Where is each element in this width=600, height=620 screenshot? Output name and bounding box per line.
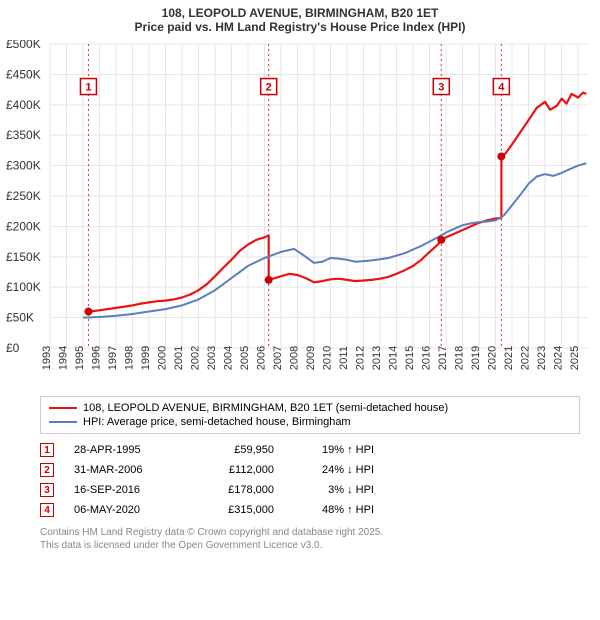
svg-text:1995: 1995 — [74, 346, 86, 370]
svg-text:£150K: £150K — [6, 250, 41, 264]
footnote: Contains HM Land Registry data © Crown c… — [40, 526, 580, 552]
sales-table: 1 28-APR-1995 £59,950 19% ↑ HPI 2 31-MAR-2006… — [40, 440, 580, 520]
svg-text:2011: 2011 — [338, 346, 350, 370]
svg-text:2018: 2018 — [454, 346, 466, 370]
svg-text:2021: 2021 — [503, 346, 515, 370]
svg-text:1996: 1996 — [91, 346, 103, 370]
svg-text:2012: 2012 — [355, 346, 367, 370]
legend-label: HPI: Average price, semi-detached house,… — [83, 416, 351, 428]
svg-text:2015: 2015 — [404, 346, 416, 370]
svg-text:2016: 2016 — [421, 346, 433, 370]
svg-text:£200K: £200K — [6, 219, 41, 233]
svg-text:£0: £0 — [6, 341, 20, 355]
title-block: 108, LEOPOLD AVENUE, BIRMINGHAM, B20 1ET… — [0, 0, 600, 36]
svg-text:2025: 2025 — [569, 346, 581, 370]
svg-text:2005: 2005 — [239, 346, 251, 370]
sale-diff: 24% ↓ HPI — [294, 464, 374, 476]
sale-marker-box: 1 — [40, 443, 54, 457]
svg-text:1994: 1994 — [58, 346, 70, 370]
svg-text:2006: 2006 — [256, 346, 268, 370]
svg-text:£450K: £450K — [6, 67, 41, 81]
svg-text:1999: 1999 — [140, 346, 152, 370]
sale-date: 06-MAY-2020 — [74, 504, 174, 516]
svg-text:£350K: £350K — [6, 128, 41, 142]
sale-marker-box: 2 — [40, 463, 54, 477]
sale-marker-box: 4 — [40, 503, 54, 517]
chart-svg: £0 £50K £100K £150K £200K £250K £300K £350K £400… — [4, 40, 594, 390]
svg-text:2008: 2008 — [289, 346, 301, 370]
legend-swatch — [49, 407, 77, 409]
svg-text:3: 3 — [438, 82, 444, 94]
legend: 108, LEOPOLD AVENUE, BIRMINGHAM, B20 1ET… — [40, 396, 580, 434]
svg-text:£250K: £250K — [6, 189, 41, 203]
sale-row: 1 28-APR-1995 £59,950 19% ↑ HPI — [40, 440, 580, 460]
sale-price: £112,000 — [194, 464, 274, 476]
legend-row: 108, LEOPOLD AVENUE, BIRMINGHAM, B20 1ET… — [49, 401, 571, 415]
svg-text:2024: 2024 — [553, 346, 565, 370]
svg-text:2003: 2003 — [206, 346, 218, 370]
legend-label: 108, LEOPOLD AVENUE, BIRMINGHAM, B20 1ET… — [83, 402, 448, 414]
svg-text:2009: 2009 — [305, 346, 317, 370]
svg-text:2007: 2007 — [272, 346, 284, 370]
chart-title: 108, LEOPOLD AVENUE, BIRMINGHAM, B20 1ET — [0, 6, 600, 20]
chart-subtitle: Price paid vs. HM Land Registry's House … — [0, 20, 600, 34]
sale-diff: 19% ↑ HPI — [294, 444, 374, 456]
svg-text:2020: 2020 — [487, 346, 499, 370]
svg-text:2010: 2010 — [322, 346, 334, 370]
sale-marker-box: 3 — [40, 483, 54, 497]
sale-price: £178,000 — [194, 484, 274, 496]
svg-text:£300K: £300K — [6, 159, 41, 173]
svg-text:2013: 2013 — [371, 346, 383, 370]
sale-diff: 48% ↑ HPI — [294, 504, 374, 516]
sale-row: 3 16-SEP-2016 £178,000 3% ↓ HPI — [40, 480, 580, 500]
sale-diff: 3% ↓ HPI — [294, 484, 374, 496]
svg-text:£400K: £400K — [6, 98, 41, 112]
svg-text:2019: 2019 — [470, 346, 482, 370]
legend-swatch — [49, 421, 77, 423]
svg-text:£100K: £100K — [6, 280, 41, 294]
svg-text:2014: 2014 — [388, 346, 400, 370]
svg-text:2: 2 — [266, 82, 272, 94]
svg-text:2022: 2022 — [520, 346, 532, 370]
svg-text:4: 4 — [498, 82, 505, 94]
sale-price: £315,000 — [194, 504, 274, 516]
svg-text:£500K: £500K — [6, 40, 41, 51]
svg-text:1: 1 — [85, 82, 91, 94]
sale-row: 2 31-MAR-2006 £112,000 24% ↓ HPI — [40, 460, 580, 480]
sale-date: 28-APR-1995 — [74, 444, 174, 456]
svg-text:£50K: £50K — [6, 311, 34, 325]
svg-text:2002: 2002 — [190, 346, 202, 370]
svg-text:1998: 1998 — [124, 346, 136, 370]
sale-date: 16-SEP-2016 — [74, 484, 174, 496]
footnote-line2: This data is licensed under the Open Gov… — [40, 539, 580, 552]
svg-text:1997: 1997 — [107, 346, 119, 370]
svg-text:1993: 1993 — [41, 346, 53, 370]
chart-container: { "title": "108, LEOPOLD AVENUE, BIRMING… — [0, 0, 600, 620]
sale-price: £59,950 — [194, 444, 274, 456]
chart-area: £0 £50K £100K £150K £200K £250K £300K £350K £400… — [4, 40, 596, 390]
svg-text:2001: 2001 — [173, 346, 185, 370]
sale-row: 4 06-MAY-2020 £315,000 48% ↑ HPI — [40, 500, 580, 520]
sale-date: 31-MAR-2006 — [74, 464, 174, 476]
svg-text:2023: 2023 — [536, 346, 548, 370]
svg-text:2004: 2004 — [223, 346, 235, 370]
svg-text:2000: 2000 — [157, 346, 169, 370]
svg-text:2017: 2017 — [437, 346, 449, 370]
footnote-line1: Contains HM Land Registry data © Crown c… — [40, 526, 580, 539]
legend-row: HPI: Average price, semi-detached house,… — [49, 415, 571, 429]
